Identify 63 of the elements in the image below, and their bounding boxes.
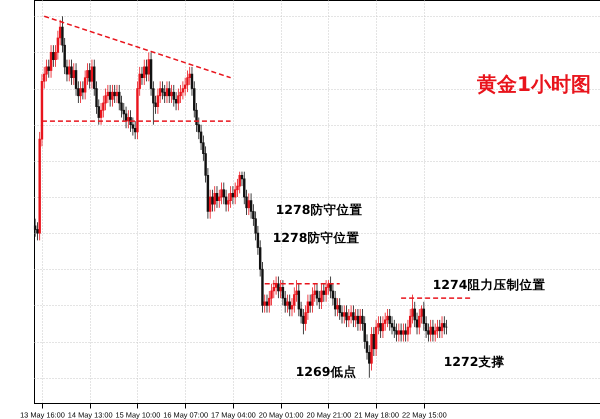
candlestick [311,286,314,314]
candlestick [140,66,144,86]
candlestick [393,319,396,338]
candlestick [336,298,339,317]
candlestick [172,84,176,108]
candlestick [286,294,289,314]
candlestick [348,308,350,328]
candlestick [356,308,360,332]
candlestick [343,305,346,324]
candlestick [436,319,439,338]
candlestick [234,182,236,205]
candlestick [248,192,250,216]
candlestick [382,316,384,338]
candlestick [111,84,114,108]
candlestick [308,294,312,314]
candlestick [402,323,405,342]
candlestick [372,326,376,356]
candlestick [418,308,421,335]
candlestick [113,84,116,104]
candlestick [434,323,436,342]
candlestick [443,316,446,335]
candlestick [438,319,441,338]
candlestick [182,80,184,100]
candlestick [352,305,355,328]
candlestick [36,222,39,241]
candlestick [48,59,50,78]
candlestick [238,171,241,194]
candlestick [168,80,170,104]
annotation: 1272支撑 [444,354,504,369]
candlestick [232,186,234,205]
candlestick [161,80,164,100]
annotation: 1278防守位置 [276,202,362,217]
candlestick [322,283,326,302]
candlestick [388,308,391,332]
candlestick [177,88,180,111]
candlestick [266,294,268,314]
candlestick [34,218,36,238]
candlestick [211,189,214,212]
candlestick [143,59,146,86]
candlestick [432,319,434,342]
candlestick [213,186,216,212]
annotation: 1274阻力压制位置 [432,277,546,292]
candlestick [374,319,378,356]
candlestick [50,44,52,78]
candlestick [229,186,232,208]
annotation: 1278防守位置 [272,230,360,245]
candlestick [288,294,291,317]
candlestick [72,62,75,86]
candlestick [398,323,400,342]
candlestick [88,62,91,89]
text: 黄金1小时图 [476,72,591,96]
annotation: 1269低点 [296,364,356,379]
candlestick [338,298,341,320]
candlestick [134,120,136,140]
candlestick [148,52,150,82]
candlestick [163,84,166,104]
candlestick [79,80,82,104]
candlestick [208,189,212,220]
candlestick [264,294,266,314]
candlestick [82,80,84,100]
candlestick [68,59,70,82]
candlestick [277,276,280,299]
candlestick [186,70,189,93]
